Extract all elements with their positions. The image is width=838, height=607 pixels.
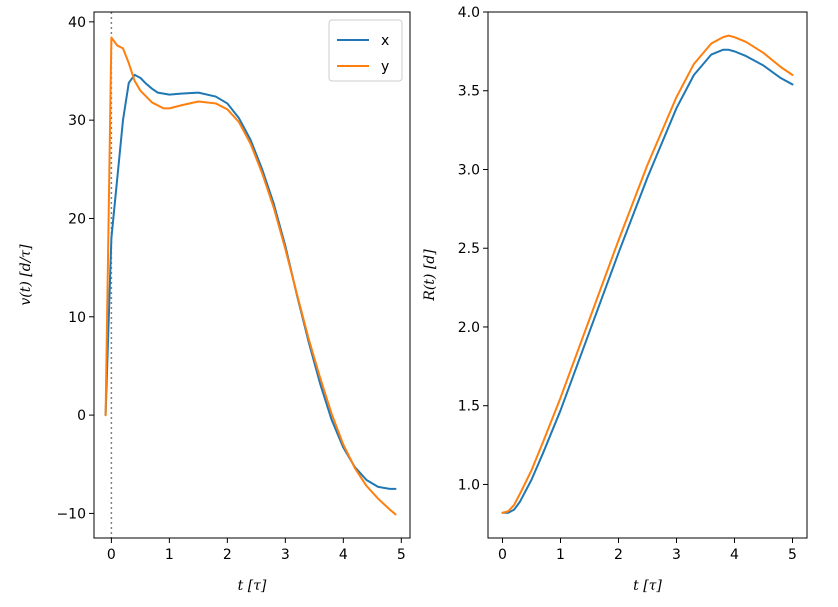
velocity-y-axis-label: v(t) [d/τ] xyxy=(18,244,34,306)
legend-box xyxy=(328,19,403,82)
radius-y-tick-label: 1.0 xyxy=(458,477,480,493)
legend-label-x: x xyxy=(381,33,389,49)
radius-x-tick-label: 4 xyxy=(730,547,739,563)
velocity-series-line-x xyxy=(104,73,397,490)
velocity-y-tick-label: 10 xyxy=(68,310,86,326)
legend-label-y: y xyxy=(381,59,389,75)
radius-series-group xyxy=(501,34,794,514)
velocity-legend: xy xyxy=(328,19,403,82)
velocity-series-group xyxy=(104,36,397,516)
velocity-x-axis-label: t [τ] xyxy=(238,578,267,594)
radius-y-tick-label: 3.5 xyxy=(458,84,480,100)
velocity-x-tick-label: 0 xyxy=(107,547,116,563)
radius-series-line-blue xyxy=(501,48,794,514)
radius-x-tick-label: 0 xyxy=(498,547,507,563)
radius-y-tick-label: 2.0 xyxy=(458,320,480,336)
radius-x-tick-label: 1 xyxy=(556,547,565,563)
radius-y-axis-label: R(t) [d] xyxy=(422,249,438,302)
radius-series-line-orange xyxy=(501,34,794,514)
velocity-plot: 0 1 2 3 4 5 −10 0 10 20 30 40 t [τ] v(t) [d/τ] xy xyxy=(18,11,411,594)
velocity-y-tick-label: 40 xyxy=(68,15,86,31)
velocity-series-line-y xyxy=(104,36,397,516)
radius-x-tick-label: 2 xyxy=(614,547,623,563)
velocity-y-tick-label: 30 xyxy=(68,113,86,129)
velocity-x-tick-label: 4 xyxy=(339,547,348,563)
radius-y-tick-label: 3.0 xyxy=(458,162,480,178)
radius-x-tick-label: 5 xyxy=(788,547,797,563)
velocity-x-tick-label: 5 xyxy=(397,547,406,563)
radius-x-axis-label: t [τ] xyxy=(633,578,662,594)
radius-y-tick-label: 2.5 xyxy=(458,241,480,257)
radius-plot: 0 1 2 3 4 5 1.0 1.5 2.0 2.5 3.0 3.5 4.0 t [τ] R(t) [d] xyxy=(422,5,808,594)
velocity-x-tick-label: 2 xyxy=(223,547,232,563)
velocity-y-tick-label: 0 xyxy=(77,408,86,424)
velocity-y-tick-label: 20 xyxy=(68,211,86,227)
velocity-y-tick-label: −10 xyxy=(56,506,86,522)
velocity-axes-frame xyxy=(93,11,411,539)
radius-axes-frame xyxy=(487,11,808,539)
velocity-x-tick-label: 3 xyxy=(281,547,290,563)
velocity-x-tick-label: 1 xyxy=(165,547,174,563)
radius-y-tick-label: 1.5 xyxy=(458,399,480,415)
radius-x-tick-label: 3 xyxy=(672,547,681,563)
radius-y-tick-label: 4.0 xyxy=(458,5,480,21)
